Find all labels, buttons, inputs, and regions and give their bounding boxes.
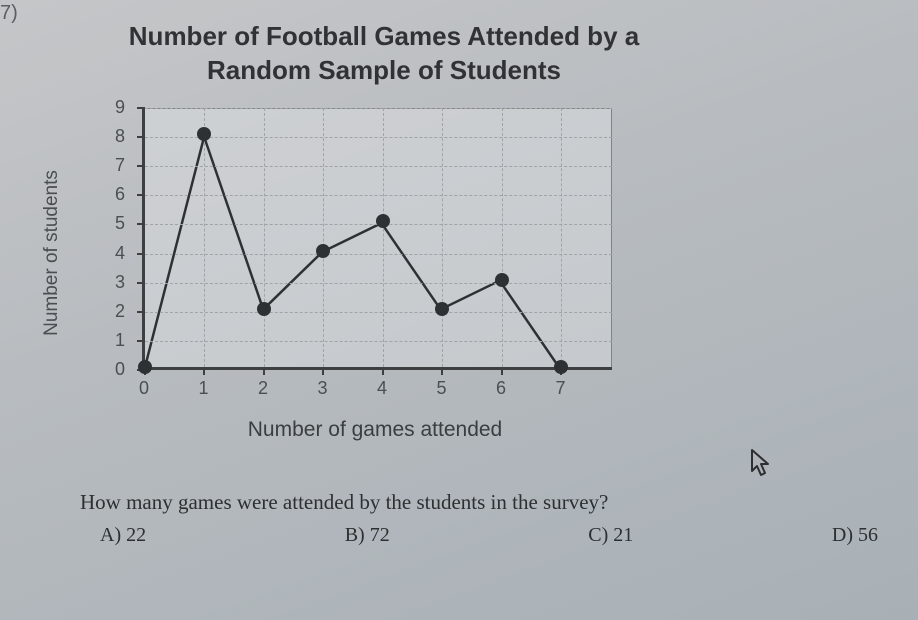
- data-point: [138, 360, 152, 374]
- gridline-h: [145, 137, 612, 138]
- y-tick-label: 6: [115, 184, 128, 205]
- y-tick-label: 3: [115, 272, 128, 293]
- gridline-v: [561, 108, 562, 367]
- y-tick-mark: [137, 107, 145, 109]
- answer-c[interactable]: C) 21: [588, 524, 633, 547]
- gridline-h: [145, 166, 612, 167]
- chart-container: Number of students 012345678901234567 Nu…: [70, 98, 650, 458]
- answer-a[interactable]: A) 22: [100, 524, 146, 547]
- y-axis-label: Number of students: [41, 170, 63, 336]
- data-point: [257, 302, 271, 316]
- x-tick-label: 1: [198, 378, 208, 399]
- y-tick-mark: [137, 311, 145, 313]
- y-tick-label: 5: [115, 213, 128, 234]
- gridline-v: [502, 108, 503, 367]
- gridline-v: [204, 108, 205, 367]
- x-tick-label: 7: [555, 378, 565, 399]
- x-tick-label: 0: [139, 378, 149, 399]
- y-tick-mark: [137, 253, 145, 255]
- x-tick-mark: [441, 367, 443, 375]
- x-tick-mark: [263, 367, 265, 375]
- gridline-h: [145, 195, 612, 196]
- y-tick-mark: [137, 340, 145, 342]
- x-tick-label: 3: [317, 378, 327, 399]
- gridline-h: [145, 108, 612, 109]
- x-tick-mark: [382, 367, 384, 375]
- data-point: [197, 127, 211, 141]
- y-tick-label: 8: [115, 126, 128, 147]
- answer-b[interactable]: B) 72: [345, 524, 390, 547]
- y-tick-mark: [137, 223, 145, 225]
- y-tick-label: 2: [115, 301, 128, 322]
- x-tick-label: 4: [377, 378, 387, 399]
- y-tick-label: 1: [115, 330, 128, 351]
- data-point: [554, 360, 568, 374]
- data-point: [316, 244, 330, 258]
- plot-border-right: [611, 108, 612, 367]
- x-tick-mark: [501, 367, 503, 375]
- y-tick-mark: [137, 136, 145, 138]
- x-tick-label: 6: [496, 378, 506, 399]
- y-tick-label: 9: [115, 97, 128, 118]
- gridline-v: [442, 108, 443, 367]
- cursor-icon: [748, 448, 774, 485]
- chart-lines: [145, 108, 612, 367]
- answer-d[interactable]: D) 56: [832, 524, 878, 547]
- plot-area: 012345678901234567: [142, 108, 612, 370]
- y-tick-mark: [137, 165, 145, 167]
- gridline-v: [323, 108, 324, 367]
- x-tick-label: 2: [258, 378, 268, 399]
- gridline-v: [383, 108, 384, 367]
- x-tick-mark: [322, 367, 324, 375]
- data-point: [376, 214, 390, 228]
- gridline-h: [145, 341, 612, 342]
- y-tick-label: 7: [115, 155, 128, 176]
- question-number: 7): [0, 2, 18, 25]
- data-point: [495, 273, 509, 287]
- y-tick-label: 4: [115, 243, 128, 264]
- answer-row: A) 22 B) 72 C) 21 D) 56: [100, 524, 878, 547]
- y-tick-mark: [137, 282, 145, 284]
- y-tick-label: 0: [115, 359, 128, 380]
- y-tick-mark: [137, 194, 145, 196]
- x-tick-label: 5: [436, 378, 446, 399]
- gridline-h: [145, 283, 612, 284]
- chart-title: Number of Football Games Attended by a R…: [90, 20, 678, 88]
- data-point: [435, 302, 449, 316]
- chart-title-line1: Number of Football Games Attended by a: [129, 21, 639, 51]
- question-text: How many games were attended by the stud…: [80, 490, 838, 515]
- gridline-h: [145, 254, 612, 255]
- x-tick-mark: [203, 367, 205, 375]
- chart-title-line2: Random Sample of Students: [207, 55, 561, 85]
- gridline-h: [145, 312, 612, 313]
- gridline-v: [264, 108, 265, 367]
- x-axis-label: Number of games attended: [140, 418, 610, 442]
